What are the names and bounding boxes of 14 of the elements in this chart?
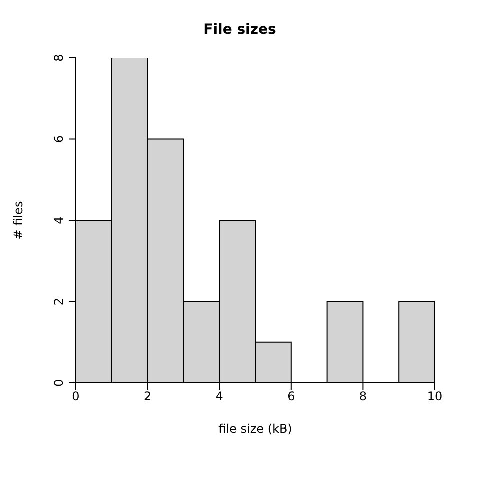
x-axis-title: file size (kB) (218, 422, 292, 436)
y-tick-label: 6 (52, 135, 66, 144)
x-tick-label: 4 (216, 390, 224, 404)
x-tick-label: 8 (359, 390, 368, 404)
y-tick-label: 2 (52, 298, 66, 306)
x-tick-label: 6 (288, 390, 296, 404)
chart-title: File sizes (202, 21, 278, 40)
x-tick-label: 10 (427, 390, 443, 404)
y-tick-label: 8 (52, 54, 66, 62)
y-tick-label: 0 (52, 379, 66, 387)
y-tick-label: 4 (52, 216, 66, 224)
x-tick-label: 0 (72, 390, 80, 404)
x-tick-label: 2 (144, 390, 152, 404)
y-axis-title: # files (11, 201, 26, 240)
